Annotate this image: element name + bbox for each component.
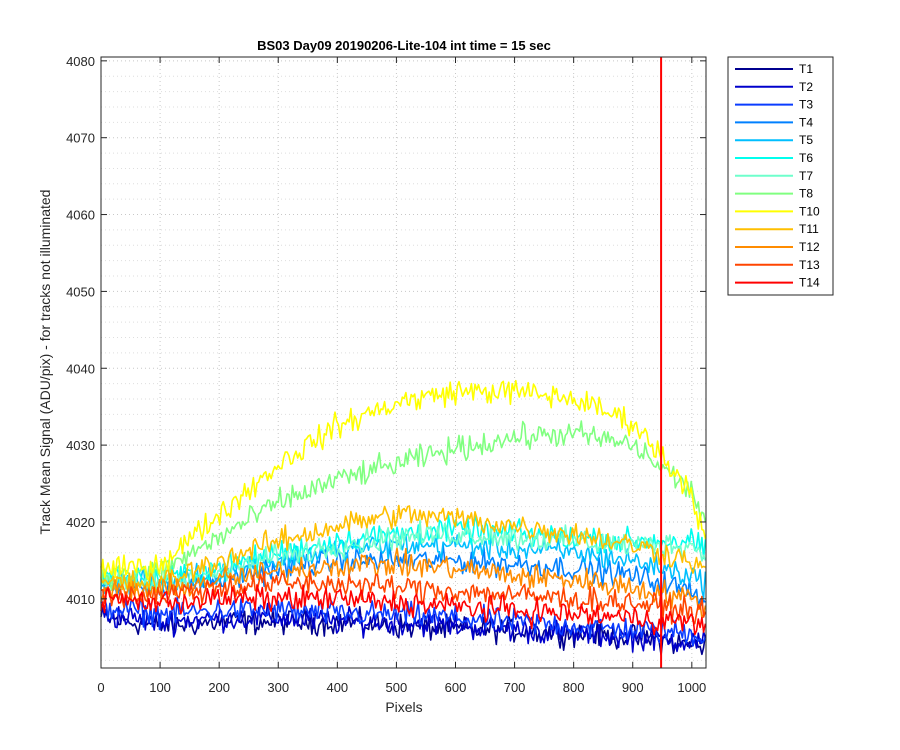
y-tick-label: 4060 [66, 208, 95, 223]
legend-item-t4: T4 [735, 115, 813, 129]
series-line-t14 [100, 584, 707, 636]
legend: T1 T2 T3 T4 T5 T6 T7 T8 T10 T11 T12 T13 T14 [727, 56, 834, 296]
y-axis-title: Track Mean Signal (ADU/pix) - for tracks… [37, 190, 53, 535]
legend-item-t5: T5 [735, 133, 813, 147]
legend-label: T7 [799, 169, 813, 183]
legend-item-t11: T11 [735, 222, 819, 236]
x-tick-label: 400 [326, 680, 348, 695]
y-tick-label: 4020 [66, 515, 95, 530]
legend-item-t10: T10 [735, 204, 820, 218]
x-tick-label: 800 [563, 680, 585, 695]
series-line-t12 [100, 547, 707, 619]
legend-item-t14: T14 [735, 276, 820, 290]
legend-item-t7: T7 [735, 169, 813, 183]
legend-label: T12 [799, 240, 820, 254]
chart-title: BS03 Day09 20190206-Lite-104 int time = … [257, 38, 551, 53]
x-tick-label: 0 [97, 680, 104, 695]
legend-label: T10 [799, 204, 820, 218]
axis-ticks [100, 57, 706, 668]
legend-label: T4 [799, 115, 813, 129]
legend-label: T13 [799, 258, 820, 272]
legend-label: T14 [799, 276, 820, 290]
legend-item-t12: T12 [735, 240, 820, 254]
legend-item-t13: T13 [735, 258, 820, 272]
legend-label: T5 [799, 133, 813, 147]
y-tick-label: 4070 [66, 131, 95, 146]
y-tick-label: 4050 [66, 284, 95, 299]
legend-item-t3: T3 [735, 98, 813, 112]
legend-item-t8: T8 [735, 187, 813, 201]
series-line-t10 [100, 379, 707, 582]
x-tick-labels: 0 100 200 300 400 500 600 700 800 900 1000 [97, 680, 706, 695]
legend-label: T11 [799, 222, 819, 236]
series-layer [100, 379, 707, 656]
series-line-t1 [100, 606, 707, 656]
legend-label: T3 [799, 98, 813, 112]
y-tick-labels: 4010 4020 4030 4040 4050 4060 4070 4080 [66, 54, 95, 607]
legend-label: T1 [799, 62, 813, 76]
legend-item-t6: T6 [735, 151, 813, 165]
legend-item-t1: T1 [735, 62, 813, 76]
y-tick-label: 4030 [66, 438, 95, 453]
x-tick-label: 500 [386, 680, 408, 695]
legend-label: T8 [799, 187, 813, 201]
x-axis-title: Pixels [385, 699, 422, 715]
x-tick-label: 700 [504, 680, 526, 695]
legend-label: T2 [799, 80, 813, 94]
x-tick-label: 1000 [677, 680, 706, 695]
x-tick-label: 900 [622, 680, 644, 695]
y-tick-label: 4040 [66, 361, 95, 376]
legend-item-t2: T2 [735, 80, 813, 94]
x-tick-label: 100 [149, 680, 171, 695]
y-tick-label: 4010 [66, 592, 95, 607]
x-tick-label: 600 [445, 680, 467, 695]
series-line-t8 [100, 420, 707, 591]
x-tick-label: 200 [208, 680, 230, 695]
x-tick-label: 300 [267, 680, 289, 695]
legend-items: T1 T2 T3 T4 T5 T6 T7 T8 T10 T11 T12 T13 T14 [735, 62, 820, 290]
series-line-t2 [100, 602, 707, 653]
series-line-t11 [100, 504, 706, 593]
series-line-t13 [100, 570, 707, 625]
plot-frame [100, 56, 707, 669]
y-tick-label: 4080 [66, 54, 95, 69]
legend-label: T6 [799, 151, 813, 165]
